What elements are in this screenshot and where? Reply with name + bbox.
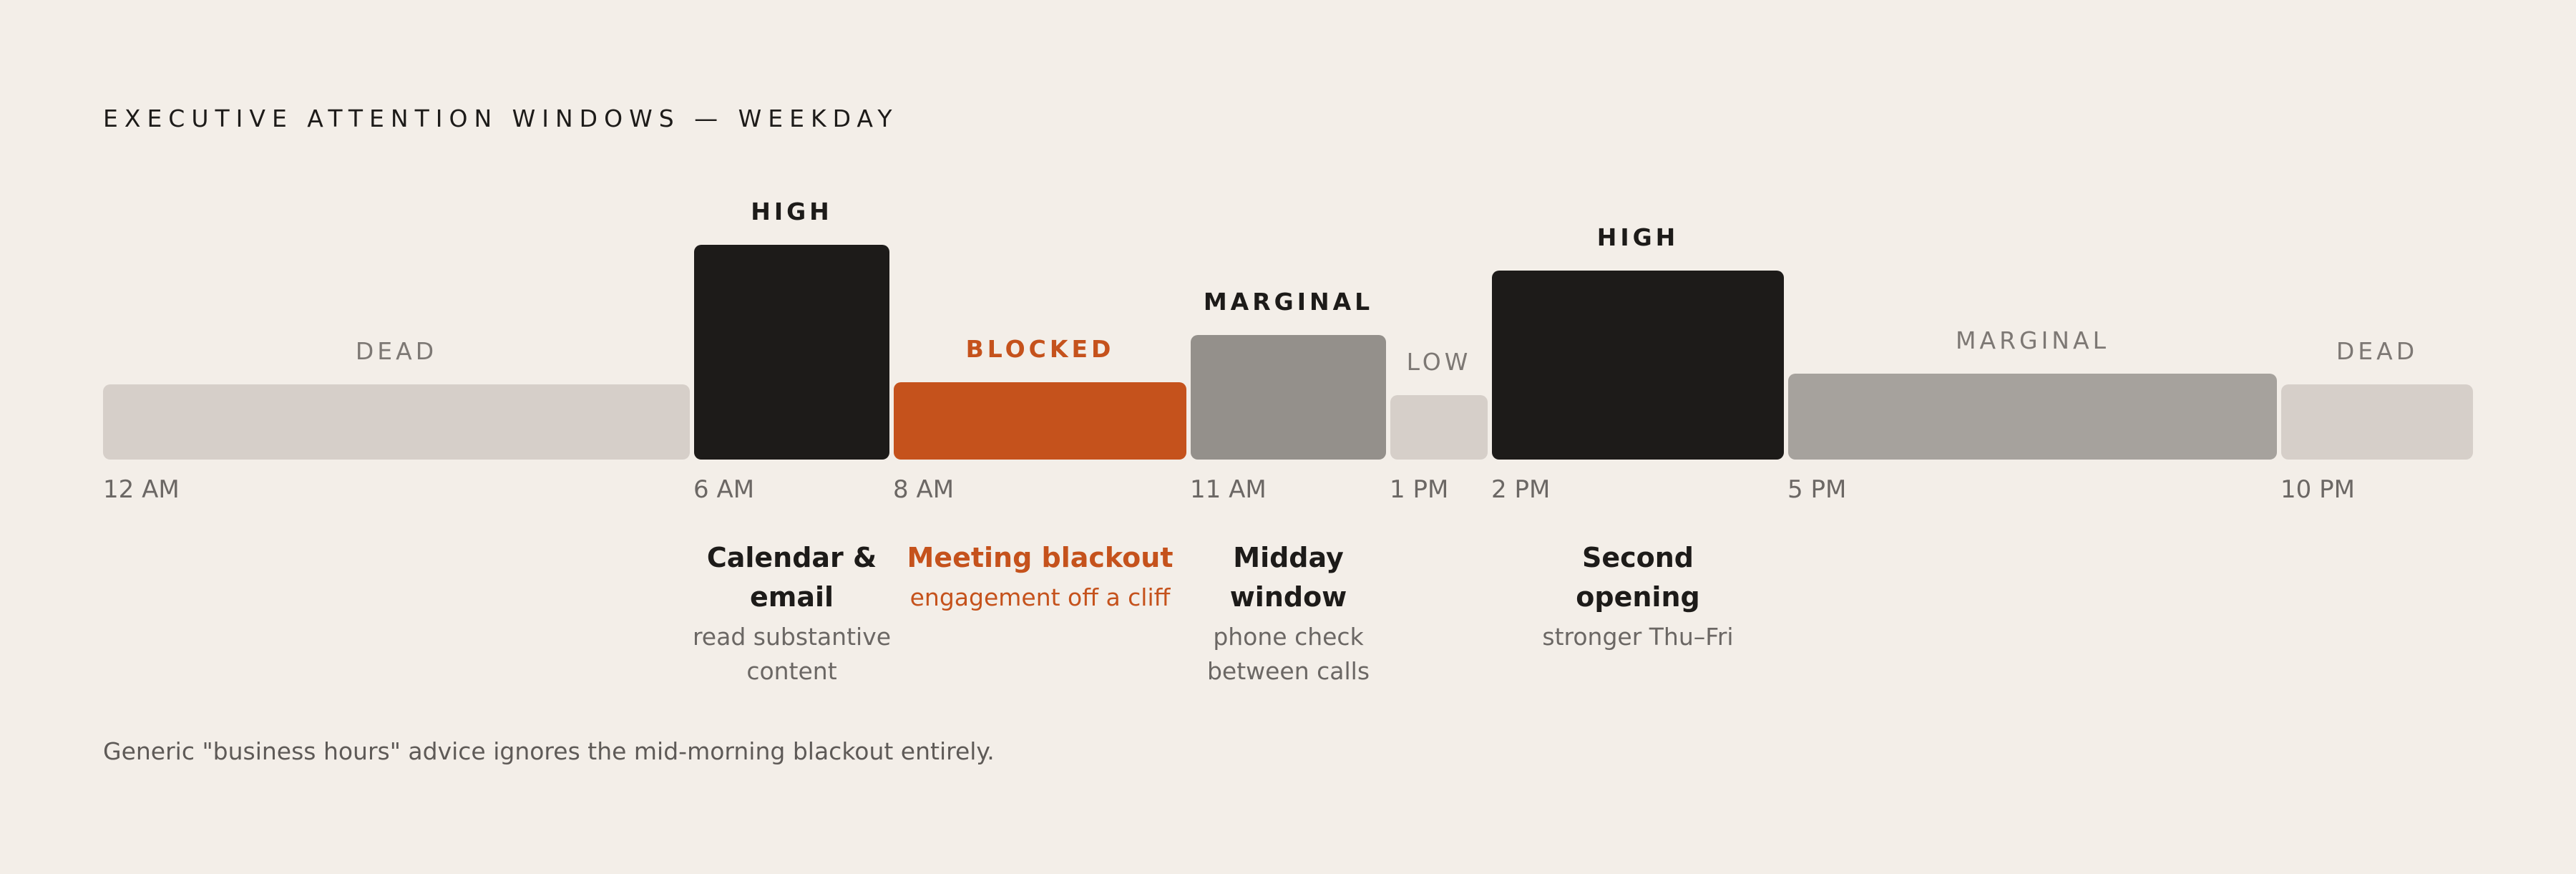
segment-bar-marginal-3 [1191,335,1386,460]
segment-bar-marginal-6 [1788,374,2277,460]
tick-label: 12 AM [103,475,180,504]
segment-bar-blocked-2 [894,382,1186,460]
segment-label-7: DEAD [2336,337,2419,365]
segment-bar-dead-7 [2281,384,2473,460]
tick-label: 10 PM [2280,475,2355,504]
segment-bar-high-1 [694,245,889,460]
annotation-title: Second opening [1576,542,1700,613]
segment-label-5: HIGH [1596,223,1679,251]
annotation-title: Midday window [1229,542,1347,613]
tick-label: 8 AM [893,475,955,504]
annotation-subtitle: stronger Thu–Fri [1542,623,1734,651]
annotation-title: Meeting blackout [907,542,1174,573]
annotation-title: Calendar & email [706,542,877,613]
annotation-subtitle: engagement off a cliff [909,583,1171,611]
segment-label-6: MARGINAL [1956,326,2109,354]
annotation-0: Calendar & email read substantive content [685,538,899,689]
segment-label-3: MARGINAL [1203,288,1374,316]
segment-bar-low-4 [1390,395,1488,460]
segment-label-0: DEAD [355,337,438,365]
annotation-subtitle: read substantive content [692,623,892,685]
tick-label: 1 PM [1390,475,1449,504]
chart-title: EXECUTIVE ATTENTION WINDOWS — WEEKDAY [103,105,899,132]
segment-bar-high-5 [1492,271,1784,460]
tick-label: 5 PM [1787,475,1847,504]
tick-label: 11 AM [1190,475,1267,504]
annotation-2: Midday window phone check between calls [1181,538,1396,689]
tick-label: 6 AM [693,475,755,504]
annotation-1: Meeting blackout engagement off a cliff [904,538,1176,615]
tick-label: 2 PM [1491,475,1551,504]
segment-bar-dead-0 [103,384,690,460]
annotation-3: Second opening stronger Thu–Fri [1531,538,1745,654]
segment-label-4: LOW [1406,348,1472,376]
annotation-subtitle: phone check between calls [1206,623,1370,685]
segment-label-2: BLOCKED [965,335,1115,363]
chart-caption: Generic "business hours" advice ignores … [103,737,995,765]
segment-label-1: HIGH [751,198,833,225]
